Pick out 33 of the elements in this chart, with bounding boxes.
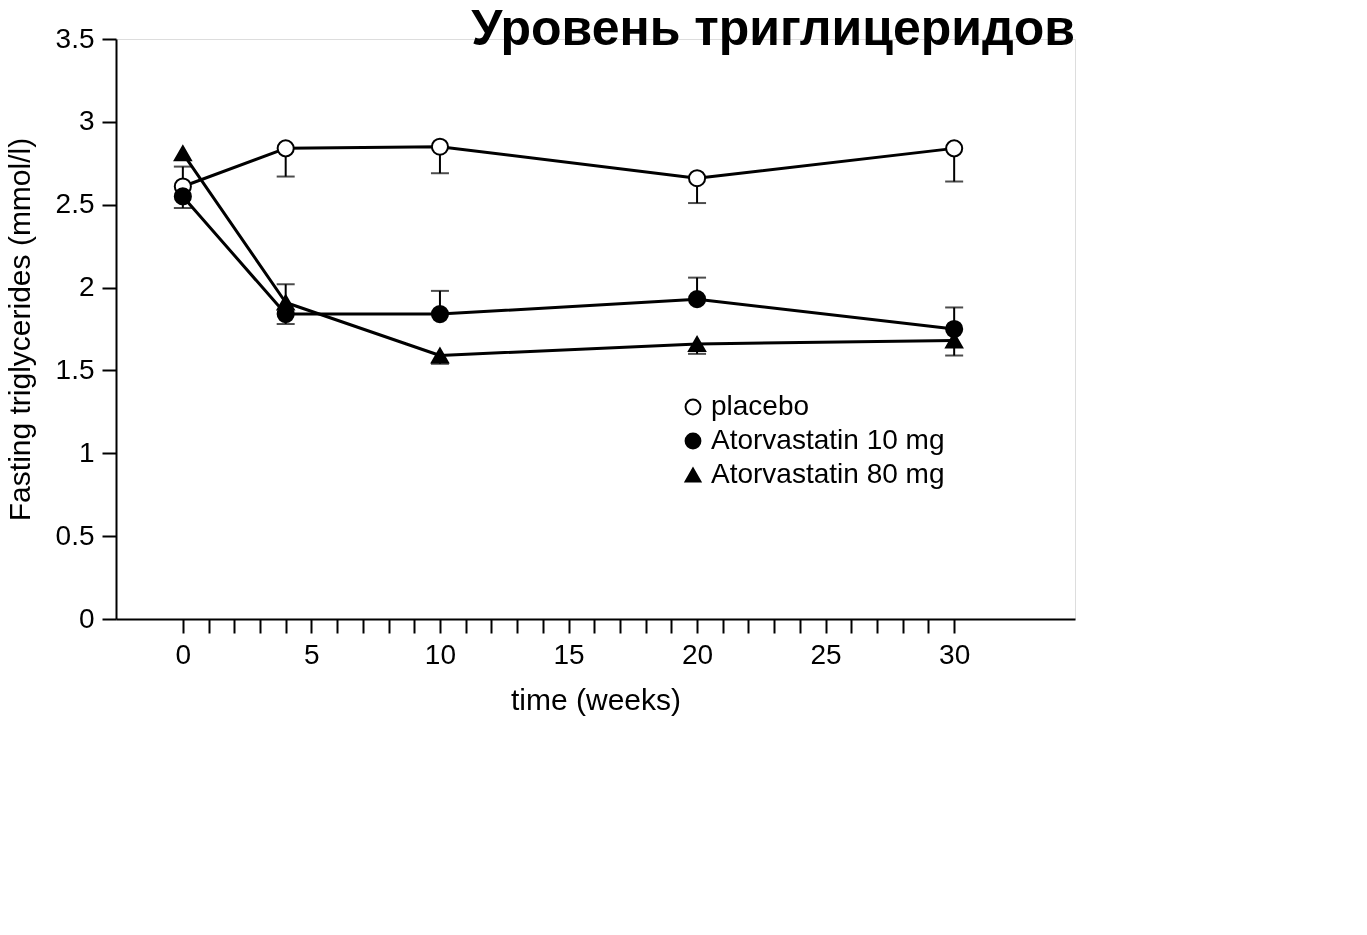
legend-label: Atorvastatin 80 mg [711, 458, 945, 489]
legend-label: placebo [711, 390, 810, 421]
y-tick-label: 1 [78, 436, 95, 468]
point [945, 319, 964, 339]
x-tick-label: 30 [939, 638, 971, 670]
y-tick-label: 0.5 [55, 519, 95, 551]
point [430, 347, 450, 364]
y-tick-label: 3 [78, 105, 95, 137]
x-tick-label: 0 [175, 638, 192, 670]
chart-title: Уровень триглицеридов [471, 0, 1075, 56]
point [173, 187, 192, 206]
point [430, 137, 450, 156]
point [430, 305, 450, 324]
x-tick-label: 5 [304, 638, 320, 670]
point [276, 294, 295, 311]
point [173, 145, 192, 162]
y-tick-label: 2 [78, 271, 95, 303]
point [945, 139, 964, 158]
x-tick-label: 20 [681, 638, 714, 670]
x-tick-label: 25 [810, 638, 842, 670]
point [687, 169, 707, 188]
x-tick-label: 15 [553, 638, 585, 670]
y-tick-label: 3.5 [55, 22, 95, 54]
x-tick-label: 10 [424, 638, 457, 670]
y-tick-label: 2.5 [55, 188, 95, 220]
point [687, 335, 707, 352]
y-tick-label: 1.5 [55, 353, 95, 385]
point [687, 290, 707, 309]
legend-label: Atorvastatin 10 mg [711, 424, 945, 455]
point [276, 139, 295, 158]
y-axis-title: Fasting triglycerides (mmol/l) [2, 137, 36, 522]
y-tick-label: 0 [78, 602, 95, 634]
x-axis-title: time (weeks) [510, 682, 682, 716]
